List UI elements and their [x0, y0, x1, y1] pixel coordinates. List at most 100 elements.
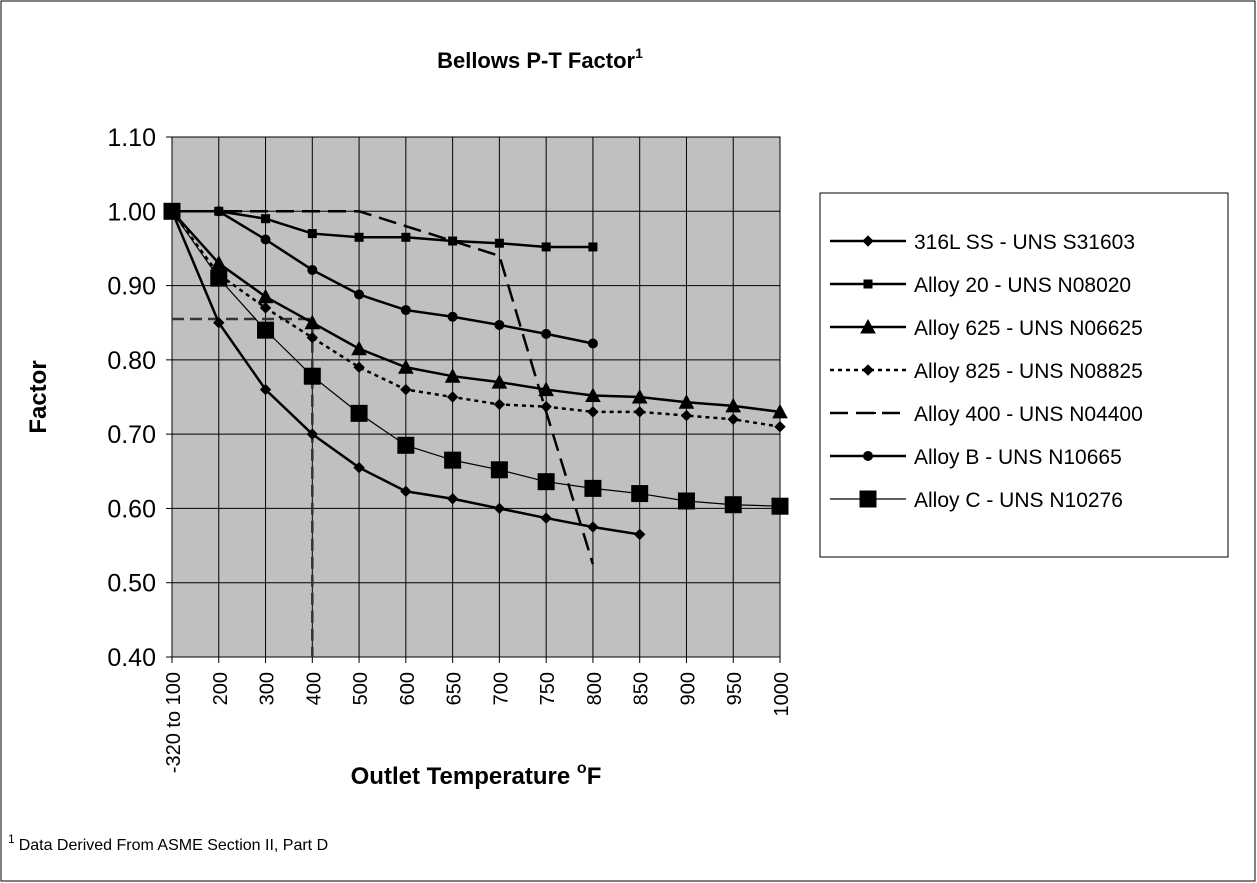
footnote: 1 Data Derived From ASME Section II, Part… [8, 832, 328, 854]
marker [490, 461, 508, 479]
marker [400, 485, 412, 498]
legend-label: Alloy 825 - UNS N08825 [914, 360, 1143, 383]
marker [354, 289, 365, 300]
marker [213, 206, 224, 217]
series-line [171, 210, 781, 414]
marker [774, 421, 786, 433]
marker [491, 374, 508, 389]
marker [351, 340, 367, 356]
marker [397, 436, 415, 454]
marker [633, 406, 646, 418]
marker [307, 264, 318, 275]
marker [354, 232, 364, 242]
marker [587, 521, 599, 533]
marker [353, 461, 365, 474]
x-tick-label: 900 [677, 672, 699, 705]
marker [259, 302, 272, 314]
marker [353, 361, 365, 373]
x-label-text: Outlet Temperature [351, 763, 577, 790]
x-tick-label: 950 [724, 672, 746, 705]
marker [493, 398, 506, 411]
marker [538, 381, 554, 397]
marker [401, 232, 411, 242]
marker [260, 234, 271, 245]
marker [678, 394, 695, 409]
marker [863, 279, 873, 289]
marker [163, 202, 181, 220]
marker [771, 497, 789, 515]
marker [494, 319, 505, 330]
series-line [172, 210, 593, 249]
x-tick-label: 800 [584, 672, 606, 705]
marker [540, 512, 552, 524]
x-tick-label: 700 [490, 672, 512, 705]
marker [446, 391, 459, 403]
marker [631, 388, 648, 404]
x-tick-label: 300 [257, 672, 279, 705]
x-tick-label: -320 to 100 [163, 672, 185, 773]
marker [863, 451, 873, 461]
x-tick-label: 750 [537, 672, 559, 705]
x-axis-label: Outlet Temperature oF [351, 760, 602, 790]
marker [306, 331, 319, 344]
marker [537, 473, 555, 491]
legend-box [819, 192, 1229, 558]
marker [306, 428, 319, 440]
footnote-text: Data Derived From ASME Section II, Part … [19, 837, 328, 854]
title-text: Bellows P-T Factor [437, 48, 635, 73]
marker [541, 242, 551, 252]
marker [400, 305, 411, 316]
marker [725, 397, 742, 413]
marker [303, 367, 321, 385]
x-label-degree: o [577, 760, 587, 777]
marker [724, 496, 742, 514]
y-tick-label: 0.70 [107, 421, 156, 449]
y-tick-label: 0.50 [107, 570, 156, 598]
marker [447, 311, 458, 322]
marker [727, 413, 739, 425]
marker [859, 490, 877, 508]
marker [677, 492, 695, 510]
marker [494, 238, 504, 248]
marker [259, 383, 272, 396]
x-tick-label: 850 [631, 672, 653, 705]
marker [444, 368, 461, 383]
marker [633, 528, 646, 541]
footnote-mark: 1 [8, 832, 15, 846]
marker [860, 318, 876, 334]
legend-label: Alloy B - UNS N10665 [914, 446, 1122, 469]
y-axis-label: Factor [25, 360, 52, 433]
legend-label: Alloy C - UNS N10276 [914, 489, 1123, 512]
marker [680, 409, 693, 422]
marker [862, 235, 874, 247]
marker [584, 479, 602, 497]
marker [400, 383, 412, 396]
marker [588, 242, 598, 252]
marker [307, 229, 317, 239]
marker [304, 314, 321, 330]
y-tick-label: 0.60 [107, 495, 156, 523]
marker [585, 387, 601, 403]
y-tick-label: 0.90 [107, 273, 156, 301]
marker [541, 328, 552, 339]
x-tick-label: 650 [444, 672, 466, 705]
legend-label: Alloy 400 - UNS N04400 [914, 403, 1143, 426]
marker [444, 451, 462, 469]
marker [631, 485, 649, 503]
x-tick-label: 200 [210, 672, 232, 705]
marker [493, 502, 506, 515]
marker [446, 493, 459, 505]
marker [213, 317, 225, 329]
marker [257, 321, 275, 339]
x-label-unit: F [587, 763, 602, 790]
marker [398, 359, 414, 374]
y-tick-label: 0.80 [107, 347, 156, 375]
y-tick-label: 1.10 [107, 124, 156, 152]
marker [772, 403, 788, 419]
legend-label: Alloy 20 - UNS N08020 [914, 274, 1131, 297]
series-line [172, 210, 594, 345]
title-note: 1 [635, 45, 643, 61]
legend-label: Alloy 625 - UNS N06625 [914, 317, 1143, 340]
x-tick-label: 400 [303, 672, 325, 705]
